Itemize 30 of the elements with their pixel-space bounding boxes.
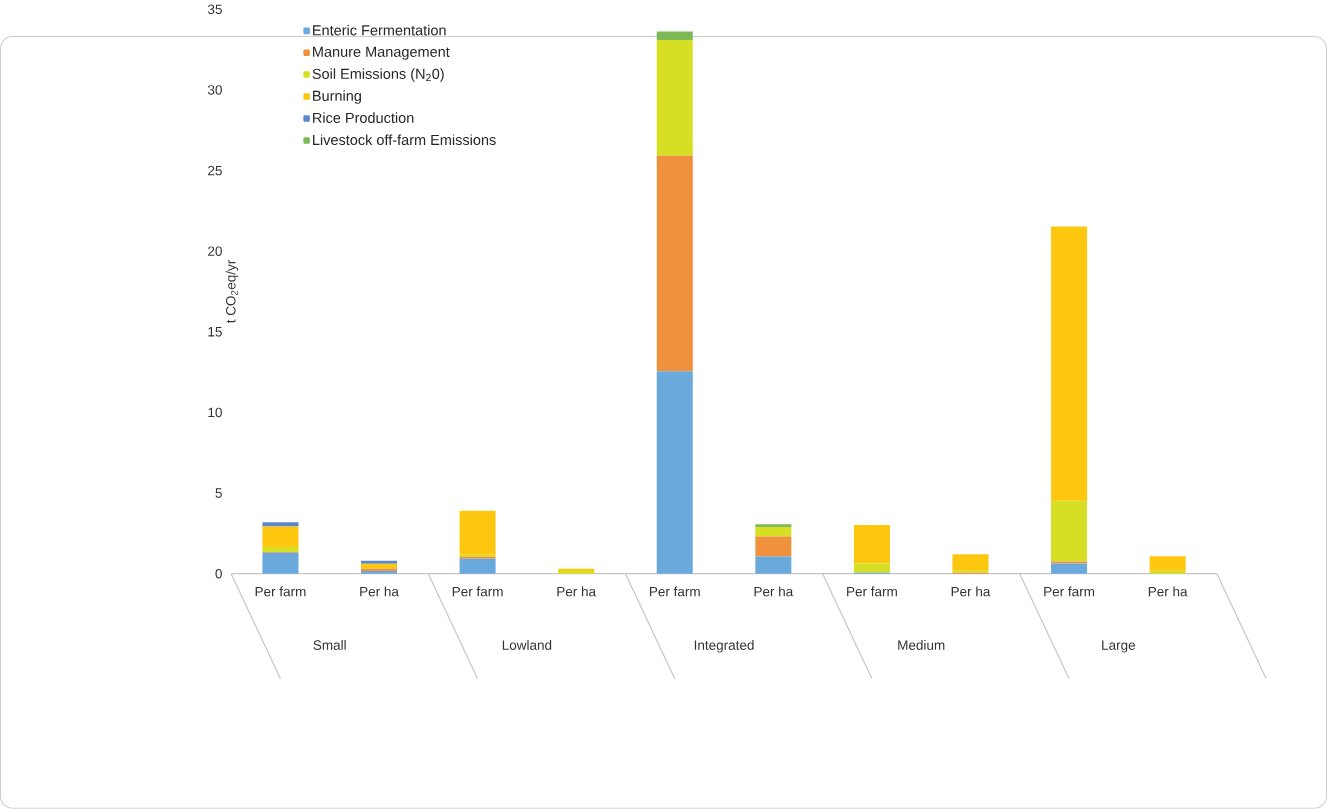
text: Large [1102,640,1136,653]
y-tick-label: 30 [207,85,222,95]
text: Lowland [502,640,552,651]
legend-label: Burning [313,90,361,105]
y-tick-label: 20 [208,246,222,257]
y-tick-label: 35 [207,4,222,15]
x-tick-label: Per farm [649,586,700,597]
x-tick-label: Per ha [754,586,794,597]
text: Medium [898,640,945,651]
y-axis-title: t CO$_{2}$eq/yr [225,260,239,324]
x-tick-label: Per farm [1044,586,1095,597]
legend-label: Rice Production [313,112,414,124]
x-tick-label: Per ha [951,586,991,597]
legend-label: Livestock off-farm Emissions [313,134,496,146]
x-tick-label: Per ha [360,586,399,597]
x-tick-label: Per ha [557,586,597,597]
x-tick-label: Per ha [1148,586,1188,597]
y-tick-label: 0 [215,569,222,579]
legend-label: Enteric Fermentation [313,24,446,36]
legend-label: Manure Management [313,46,450,60]
x-tick-label: Per farm [847,586,897,597]
legend-label: Soil Emissions (N$_{2}$0) [312,68,444,82]
y-tick-label: 5 [215,488,222,498]
text: Integrated [694,640,754,653]
x-tick-label: Per farm [452,586,503,597]
y-tick-label: 25 [208,165,222,176]
text: Small [313,640,346,651]
y-tick-label: 15 [208,327,222,337]
x-tick-label: Per farm [255,586,306,597]
y-tick-label: 10 [208,407,222,418]
